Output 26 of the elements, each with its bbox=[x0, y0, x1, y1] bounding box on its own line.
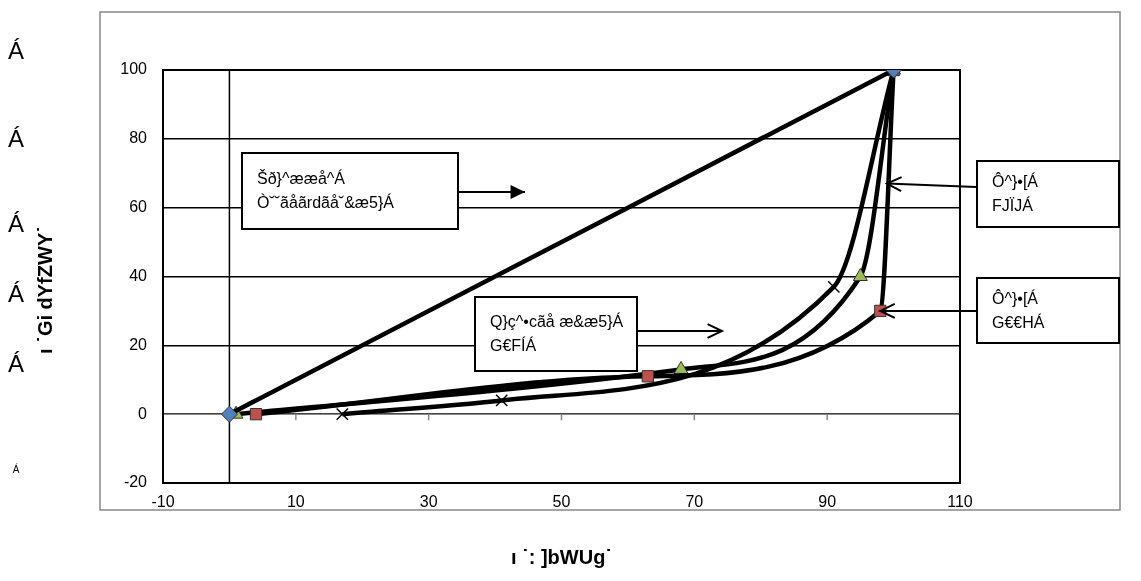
x-tick-label: 10 bbox=[286, 493, 305, 511]
callout-box: Šð}^ææå^Á Ò˘˘ãåãrdãå˘&æ5}Á bbox=[241, 152, 459, 230]
callout-box: Q}ç^•cãå æ&æ5}Á G€FÍÁ bbox=[474, 296, 638, 372]
callout-box: Ô^}•[Á G€€HÁ bbox=[976, 277, 1120, 344]
x-tick-label: 110 bbox=[947, 493, 973, 511]
y-tick-label: 80 bbox=[129, 129, 148, 147]
text: Á bbox=[7, 349, 25, 377]
text: Á bbox=[7, 124, 25, 152]
x-tick-label: 70 bbox=[685, 493, 704, 511]
text: Á bbox=[7, 209, 25, 237]
y-tick-label: -20 bbox=[123, 473, 148, 491]
callout-box: Ô^}•[Á FJÏJÁ bbox=[976, 160, 1120, 228]
x-tick-label: 50 bbox=[552, 493, 571, 511]
y-tick-label: 40 bbox=[129, 266, 148, 284]
y-tick-label: 100 bbox=[120, 60, 148, 78]
y-axis-title: ı ˙Gi dYfZWY˙ bbox=[33, 226, 56, 354]
x-axis-title: ı ˙: ]bWUg˙ bbox=[510, 545, 613, 568]
x-tick-label: -10 bbox=[151, 493, 175, 511]
text: Á bbox=[7, 36, 25, 64]
y-tick-label: 20 bbox=[129, 335, 148, 353]
y-tick-label: 60 bbox=[129, 198, 148, 216]
text: Á bbox=[12, 462, 20, 475]
x-tick-label: 90 bbox=[818, 493, 837, 511]
x-tick-label: 30 bbox=[419, 493, 438, 511]
y-tick-label: 0 bbox=[138, 404, 148, 422]
text: Á bbox=[7, 279, 25, 307]
